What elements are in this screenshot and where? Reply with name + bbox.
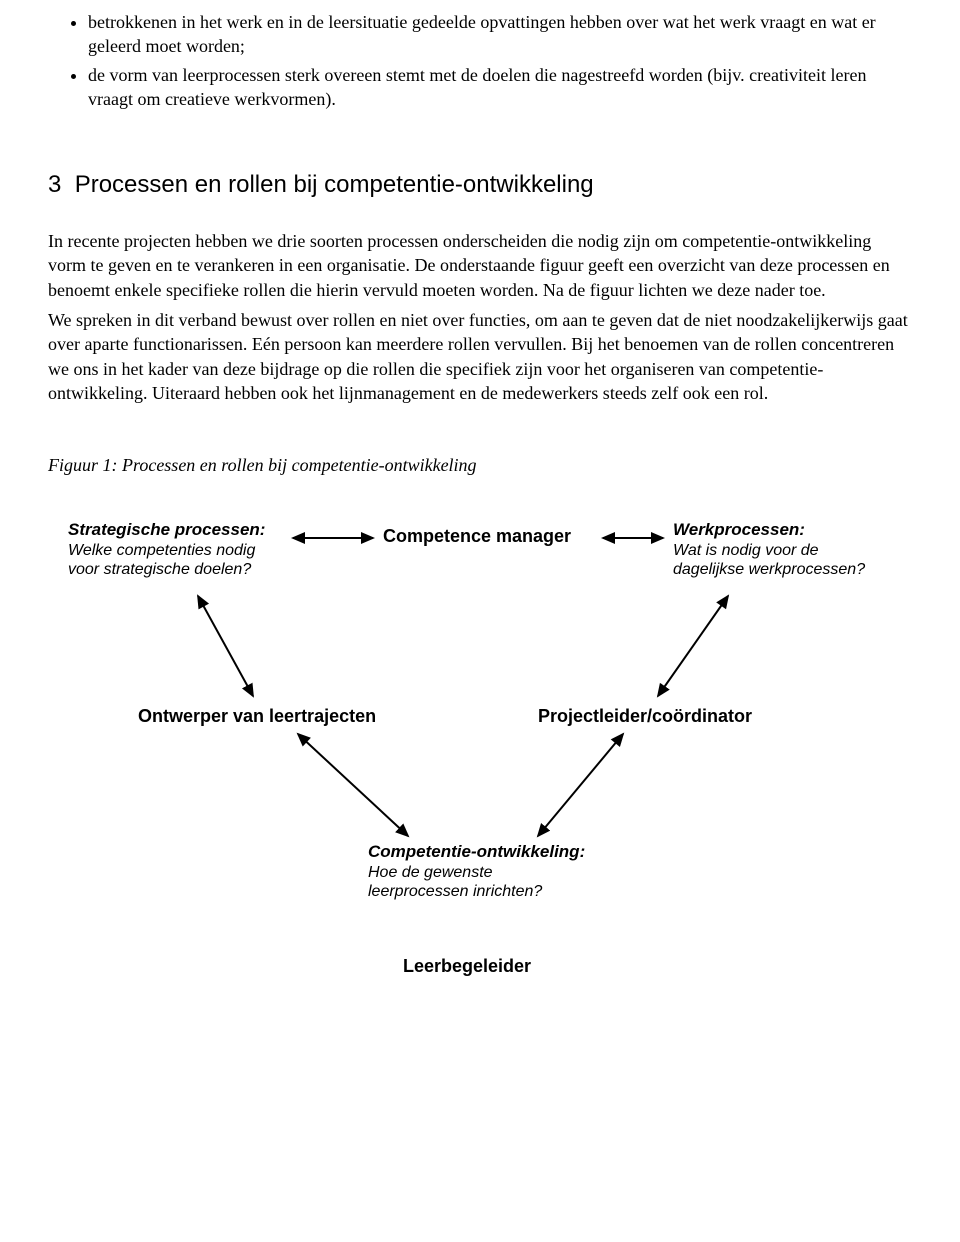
node-title: Projectleider/coördinator	[538, 706, 752, 728]
section-number: 3	[48, 171, 61, 198]
document-page: betrokkenen in het werk en in de leersit…	[0, 0, 960, 1036]
node-competence-manager: Competence manager	[383, 526, 571, 548]
node-title: Ontwerper van leertrajecten	[138, 706, 376, 728]
node-werkprocessen: Werkprocessen: Wat is nodig voor de dage…	[673, 520, 865, 579]
process-diagram: Strategische processen: Welke competenti…	[68, 516, 888, 996]
node-subtext: Hoe de gewenste	[368, 863, 585, 882]
section-title: Processen en rollen bij competentie-ontw…	[75, 171, 594, 198]
node-subtext: voor strategische doelen?	[68, 560, 265, 579]
node-strategische-processen: Strategische processen: Welke competenti…	[68, 520, 265, 579]
bullet-item: betrokkenen in het werk en in de leersit…	[88, 10, 912, 59]
node-title: Competentie-ontwikkeling:	[368, 842, 585, 862]
node-subtext: dagelijkse werkprocessen?	[673, 560, 865, 579]
paragraph-1: In recente projecten hebben we drie soor…	[48, 229, 912, 302]
paragraph-2: We spreken in dit verband bewust over ro…	[48, 308, 912, 405]
node-title: Strategische processen:	[68, 520, 265, 540]
node-title: Competence manager	[383, 526, 571, 548]
diagram-arrows	[68, 516, 888, 996]
node-leerbegeleider: Leerbegeleider	[403, 956, 531, 978]
bullet-item: de vorm van leerprocessen sterk overeen …	[88, 63, 912, 112]
node-projectleider: Projectleider/coördinator	[538, 706, 752, 728]
figure-caption: Figuur 1: Processen en rollen bij compet…	[48, 455, 912, 476]
section-heading: 3 Processen en rollen bij competentie-on…	[48, 171, 912, 199]
node-subtext: Wat is nodig voor de	[673, 541, 865, 560]
node-subtext: Welke competenties nodig	[68, 541, 265, 560]
node-competentie-ontwikkeling: Competentie-ontwikkeling: Hoe de gewenst…	[368, 842, 585, 901]
node-title: Werkprocessen:	[673, 520, 865, 540]
node-title: Leerbegeleider	[403, 956, 531, 978]
bullet-list: betrokkenen in het werk en in de leersit…	[48, 10, 912, 111]
node-ontwerper: Ontwerper van leertrajecten	[138, 706, 376, 728]
node-subtext: leerprocessen inrichten?	[368, 882, 585, 901]
